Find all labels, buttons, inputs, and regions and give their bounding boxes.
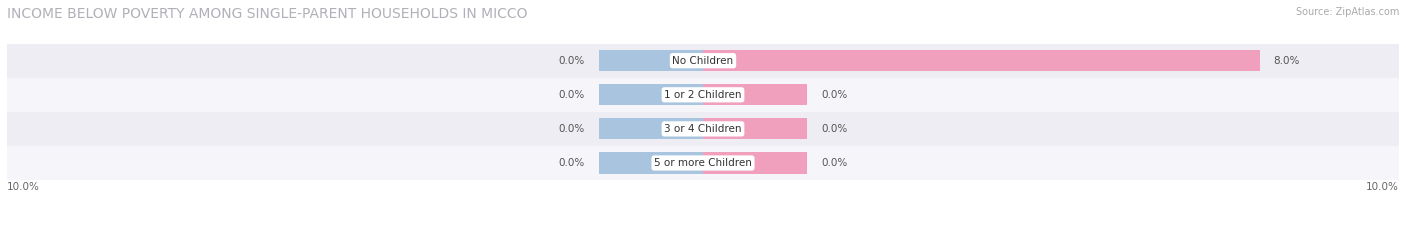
Bar bbox=[7, 44, 1399, 78]
Bar bbox=[703, 84, 807, 105]
Text: 5 or more Children: 5 or more Children bbox=[654, 158, 752, 168]
Bar bbox=[599, 118, 703, 140]
Text: 0.0%: 0.0% bbox=[558, 124, 585, 134]
Bar bbox=[7, 112, 1399, 146]
Text: 0.0%: 0.0% bbox=[821, 124, 848, 134]
Bar bbox=[7, 146, 1399, 180]
Text: 8.0%: 8.0% bbox=[1274, 56, 1301, 66]
Text: 0.0%: 0.0% bbox=[821, 158, 848, 168]
Bar bbox=[7, 78, 1399, 112]
Text: 0.0%: 0.0% bbox=[821, 90, 848, 100]
Bar bbox=[703, 118, 807, 140]
Bar bbox=[703, 50, 1260, 71]
Text: 1 or 2 Children: 1 or 2 Children bbox=[664, 90, 742, 100]
Text: Source: ZipAtlas.com: Source: ZipAtlas.com bbox=[1295, 7, 1399, 17]
Text: 3 or 4 Children: 3 or 4 Children bbox=[664, 124, 742, 134]
Bar bbox=[599, 50, 703, 71]
Bar bbox=[599, 84, 703, 105]
Text: 10.0%: 10.0% bbox=[7, 182, 39, 192]
Text: No Children: No Children bbox=[672, 56, 734, 66]
Text: 0.0%: 0.0% bbox=[558, 158, 585, 168]
Text: 0.0%: 0.0% bbox=[558, 90, 585, 100]
Text: 0.0%: 0.0% bbox=[558, 56, 585, 66]
Text: INCOME BELOW POVERTY AMONG SINGLE-PARENT HOUSEHOLDS IN MICCO: INCOME BELOW POVERTY AMONG SINGLE-PARENT… bbox=[7, 7, 527, 21]
Bar bbox=[703, 152, 807, 174]
Bar bbox=[599, 152, 703, 174]
Text: 10.0%: 10.0% bbox=[1367, 182, 1399, 192]
